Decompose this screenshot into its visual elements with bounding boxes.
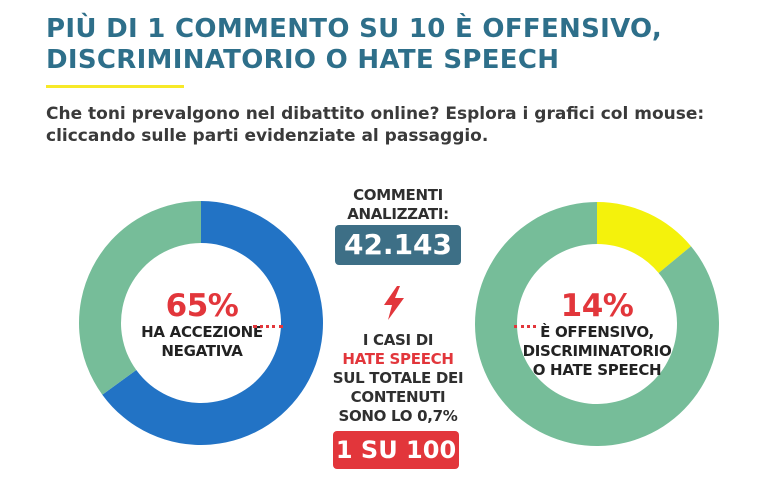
hate-line1: I CASI DI [362,331,434,349]
hate-line2-highlight: HATE SPEECH [342,350,454,368]
donut-chart-negative-tone[interactable] [78,200,324,446]
analyzed-label-line1: COMMENTI [353,186,443,204]
analyzed-comments-label: COMMENTI ANALIZZATI: [326,186,470,224]
donut-left-slice-0[interactable] [102,201,323,445]
donut-right-percentage: 14% [560,288,634,324]
right-dotted-connector [514,325,536,328]
analyzed-label-line2: ANALIZZATI: [347,205,449,223]
page-subtitle: Che toni prevalgono nel dibattito online… [46,104,705,146]
donut-chart-offensive-svg [474,202,719,446]
donut-left-center-label: 65% HA ACCEZIONE NEGATIVA [128,289,276,361]
donut-right-label-line3: O HATE SPEECH [532,361,662,379]
hate-speech-statement: I CASI DI HATE SPEECH SUL TOTALE DEI CON… [326,331,470,426]
donut-chart-offensive[interactable] [474,201,720,447]
donut-left-slice-1[interactable] [79,201,201,395]
donut-left-label-line1: HA ACCEZIONE [141,323,263,341]
analyzed-comments-value: 42.143 [335,225,461,265]
donut-chart-negative-tone-svg [79,201,323,445]
hate-line3: SUL TOTALE DEI [332,369,464,387]
hate-line5: SONO LO 0,7% [338,407,458,425]
left-dotted-connector [253,325,283,328]
page-title: PIÙ DI 1 COMMENTO SU 10 È OFFENSIVO, DIS… [46,14,663,75]
hate-line4: CONTENUTI [350,388,446,406]
donut-right-slice-1[interactable] [474,202,719,446]
title-underline [46,85,184,88]
lightning-bolt-icon [384,286,404,320]
donut-right-label-line1: È OFFENSIVO, [540,323,654,341]
hate-speech-ratio-badge: 1 SU 100 [333,431,459,469]
donut-right-label-line2: DISCRIMINATORIO [522,342,672,360]
donut-left-percentage: 65% [165,288,239,324]
donut-left-label-line2: NEGATIVA [161,342,243,360]
donut-right-center-label: 14% È OFFENSIVO, DISCRIMINATORIO O HATE … [512,289,682,380]
donut-right-slice-0[interactable] [597,202,692,274]
